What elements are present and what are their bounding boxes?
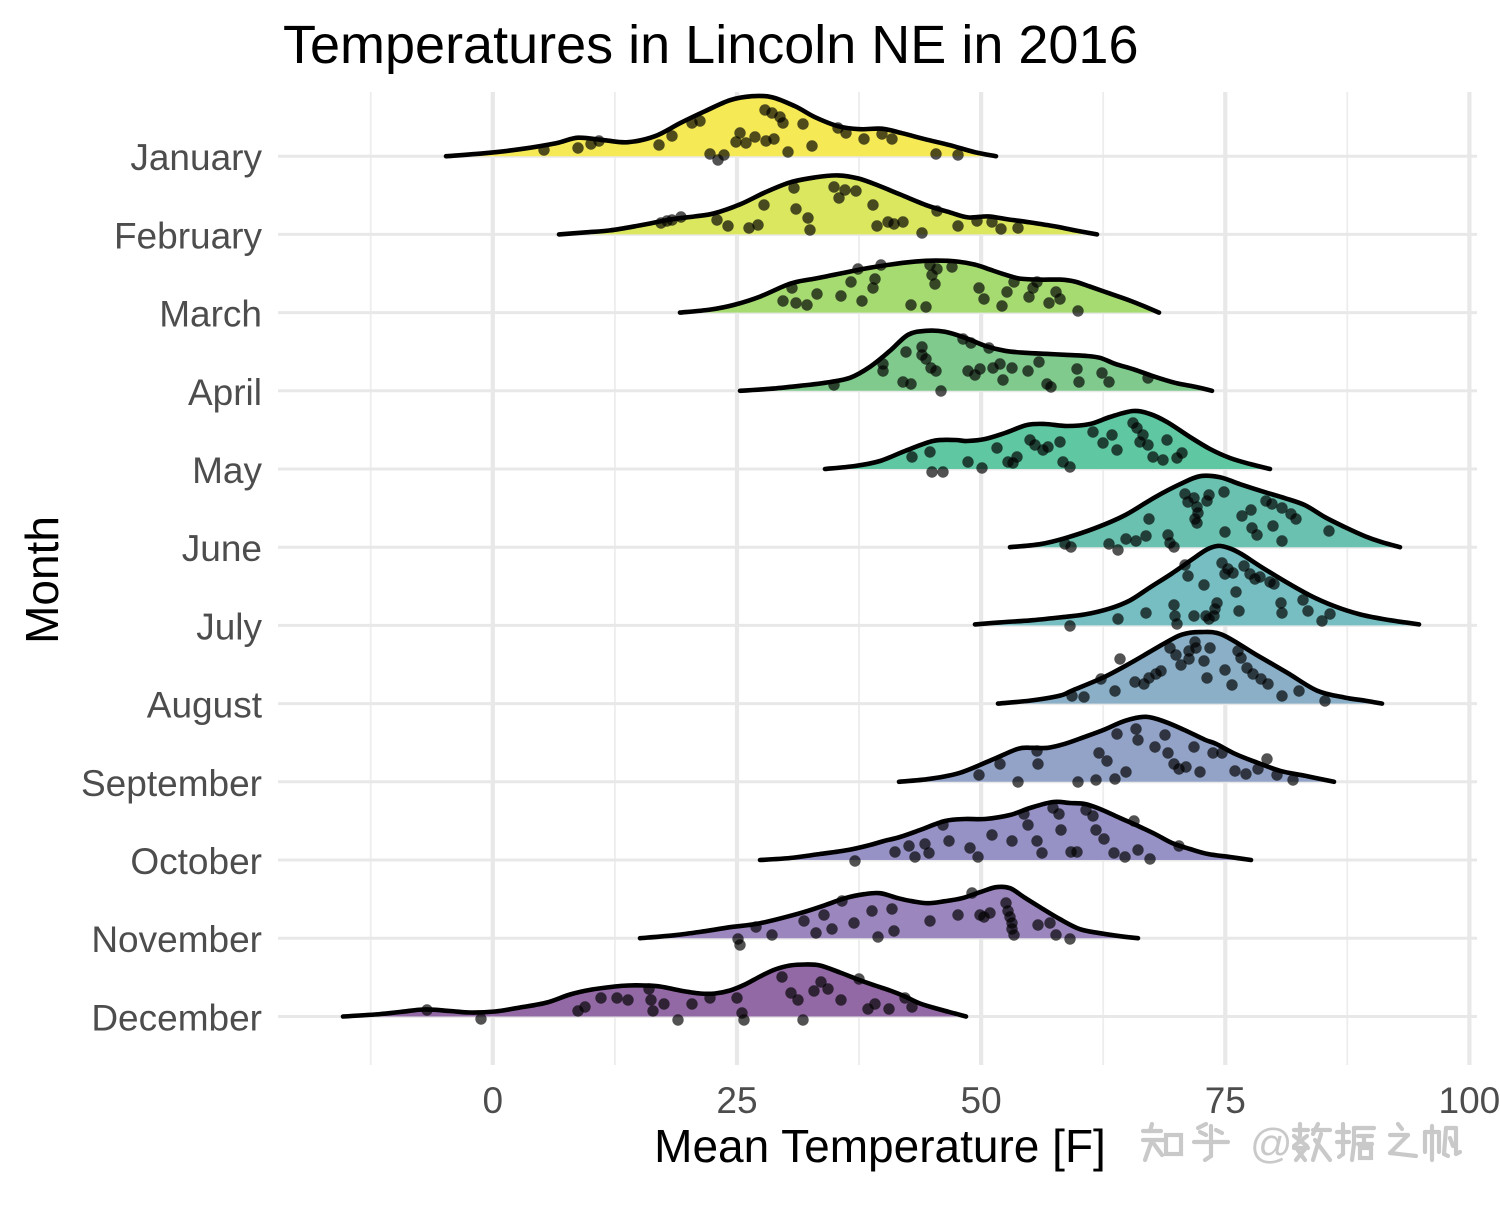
- svg-text:25: 25: [716, 1080, 757, 1121]
- svg-text:June: June: [182, 528, 262, 569]
- svg-text:0: 0: [483, 1080, 504, 1121]
- svg-text:December: December: [91, 998, 262, 1039]
- svg-text:50: 50: [961, 1080, 1002, 1121]
- svg-text:March: March: [159, 294, 262, 335]
- svg-text:August: August: [147, 685, 263, 726]
- svg-text:February: February: [114, 215, 263, 256]
- svg-text:@: @: [1250, 1120, 1293, 1167]
- svg-text:Month: Month: [16, 516, 68, 644]
- svg-text:May: May: [192, 450, 262, 491]
- svg-text:Temperatures in Lincoln NE in: Temperatures in Lincoln NE in 2016: [283, 15, 1138, 75]
- svg-text:October: October: [130, 841, 262, 882]
- svg-text:Mean Temperature [F]: Mean Temperature [F]: [654, 1120, 1106, 1172]
- svg-text:75: 75: [1205, 1080, 1246, 1121]
- svg-text:April: April: [188, 372, 262, 413]
- svg-text:January: January: [130, 137, 262, 178]
- svg-text:July: July: [196, 606, 262, 647]
- svg-text:September: September: [81, 763, 262, 804]
- svg-text:November: November: [91, 919, 262, 960]
- svg-text:100: 100: [1439, 1080, 1500, 1121]
